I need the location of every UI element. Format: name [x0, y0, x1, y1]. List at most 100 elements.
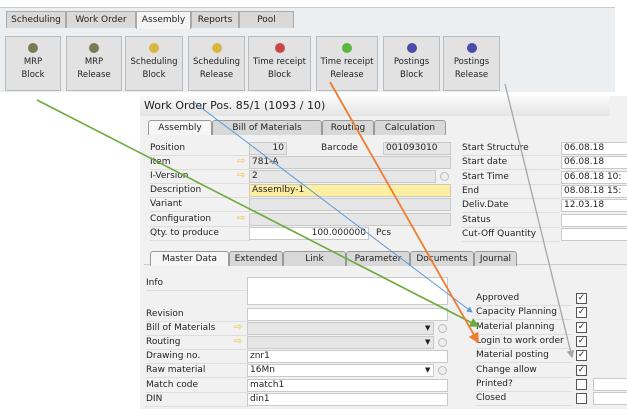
right-field-label: Start date	[462, 156, 560, 171]
description-field[interactable]: Assemlby-1	[249, 184, 451, 197]
check-label: Material planning	[476, 321, 572, 335]
right-field-value[interactable]: 12.03.18	[561, 199, 627, 213]
scheduling-block-button[interactable]: Scheduling Block	[125, 36, 183, 91]
tab-scheduling[interactable]: Scheduling	[6, 11, 66, 28]
master-label: DIN	[146, 393, 248, 407]
arrow-link-icon[interactable]: ⇨	[234, 336, 243, 347]
chevron-down-icon[interactable]: ▼	[425, 324, 431, 332]
orange-arrow	[329, 81, 479, 344]
master-field[interactable]: 16Mn	[247, 364, 434, 377]
right-field-value[interactable]	[561, 227, 627, 241]
master-field[interactable]: znr1	[247, 350, 448, 363]
button-label-line1: Postings	[453, 57, 490, 67]
arrow-link-icon[interactable]: ⇨	[237, 156, 246, 167]
button-label-line1: MRP	[23, 57, 43, 67]
button-label-line1: Scheduling	[130, 57, 178, 67]
master-label: Bill of Materials	[146, 322, 248, 336]
info-icon[interactable]	[438, 366, 447, 375]
subtab-journal[interactable]: Journal	[474, 251, 517, 266]
button-label-line2: Block	[142, 70, 166, 80]
right-field-value[interactable]	[561, 213, 627, 227]
checkbox[interactable]: ✓	[576, 335, 587, 347]
postings-icon	[466, 43, 477, 53]
info-icon[interactable]	[440, 172, 449, 181]
check-label: Change allow	[476, 364, 572, 378]
button-label-line1: MRP	[84, 57, 104, 67]
button-label-line1: Scheduling	[193, 57, 240, 67]
master-field[interactable]	[247, 336, 434, 349]
master-label: Raw material	[146, 364, 248, 378]
time-receipt-release-button[interactable]: Time receipt Release	[316, 36, 378, 91]
mrp-icon	[28, 43, 38, 53]
variant-field[interactable]	[249, 198, 451, 211]
checkbox[interactable]	[576, 393, 587, 405]
check-label: Closed	[476, 392, 572, 407]
checkbox[interactable]: ✓	[576, 364, 587, 376]
scheduling-release-button[interactable]: Scheduling Release	[188, 36, 245, 91]
check-date-field[interactable]	[593, 392, 627, 406]
time-receipt-green-icon	[342, 43, 352, 53]
info-field[interactable]	[247, 277, 448, 305]
tab-routing[interactable]: Routing	[322, 120, 374, 135]
postings-icon	[406, 43, 417, 53]
checkbox[interactable]: ✓	[576, 321, 587, 333]
postings-release-button[interactable]: Postings Release	[443, 36, 500, 91]
postings-block-button[interactable]: Postings Block	[383, 36, 440, 91]
scheduling-icon	[149, 43, 159, 53]
master-field[interactable]	[247, 308, 448, 321]
info-icon[interactable]	[438, 324, 447, 333]
master-label: Info	[146, 277, 248, 291]
position-label: Position	[150, 142, 250, 156]
checkbox[interactable]: ✓	[576, 350, 587, 362]
variant-label: Variant	[150, 198, 250, 212]
tab-work-order[interactable]: Work Order	[66, 11, 136, 28]
right-field-value[interactable]: 08.08.18 15:	[561, 184, 627, 198]
button-label-line1: Postings	[393, 57, 430, 67]
tab-assembly-detail[interactable]: Assembly	[148, 120, 212, 135]
item-field[interactable]: 781-A	[249, 156, 451, 169]
chevron-down-icon[interactable]: ▼	[425, 338, 431, 346]
work-order-window: Work Order Pos. 85/1 (1093 / 10) Assembl…	[140, 96, 627, 409]
info-icon[interactable]	[438, 338, 447, 347]
right-field-value[interactable]: 06.08.18	[561, 142, 627, 155]
check-label: Capacity Planning	[476, 306, 572, 321]
iversion-field[interactable]: 2	[249, 170, 436, 183]
subtab-extended[interactable]: Extended	[229, 251, 283, 266]
check-label: Printed?	[476, 378, 572, 392]
button-label-line2: Release	[330, 70, 364, 80]
mrp-icon	[89, 43, 99, 53]
tab-pool[interactable]: Pool	[239, 11, 294, 28]
master-field[interactable]	[247, 322, 434, 335]
tab-bill-of-materials[interactable]: Bill of Materials	[212, 120, 322, 135]
right-field-label: Start Time	[462, 171, 560, 185]
button-label-line2: Release	[454, 70, 489, 80]
master-field[interactable]: match1	[247, 379, 448, 392]
checkbox[interactable]: ✓	[576, 307, 587, 319]
subtab-documents[interactable]: Documents	[410, 251, 474, 266]
right-field-value[interactable]: 06.08.18	[561, 156, 627, 170]
master-field[interactable]: din1	[247, 393, 448, 406]
check-label: Login to work order	[476, 335, 572, 349]
time-receipt-block-button[interactable]: Time receipt Block	[248, 36, 311, 91]
checkbox[interactable]	[576, 378, 587, 390]
position-field[interactable]: 10	[249, 142, 287, 155]
check-date-field[interactable]	[593, 377, 627, 391]
arrow-link-icon[interactable]: ⇨	[237, 213, 246, 224]
chevron-down-icon[interactable]: ▼	[425, 366, 431, 374]
subtab-master-data[interactable]: Master Data	[150, 251, 229, 266]
arrow-link-icon[interactable]: ⇨	[237, 170, 246, 181]
right-field-value[interactable]: 06.08.18 10:	[561, 170, 627, 184]
barcode-field[interactable]: 001093010	[383, 142, 451, 155]
button-label-line2: Release	[77, 70, 111, 80]
barcode-label: Barcode	[321, 143, 358, 153]
tab-calculation[interactable]: Calculation	[374, 120, 446, 135]
tab-reports[interactable]: Reports	[191, 11, 239, 28]
mrp-release-button[interactable]: MRP Release	[66, 36, 122, 91]
tab-assembly[interactable]: Assembly	[136, 11, 191, 29]
time-receipt-red-icon	[274, 43, 285, 53]
arrow-link-icon[interactable]: ⇨	[234, 322, 243, 333]
mrp-block-button[interactable]: MRP Block	[5, 36, 61, 91]
check-label: Approved	[476, 292, 572, 306]
checkbox[interactable]: ✓	[576, 293, 587, 304]
